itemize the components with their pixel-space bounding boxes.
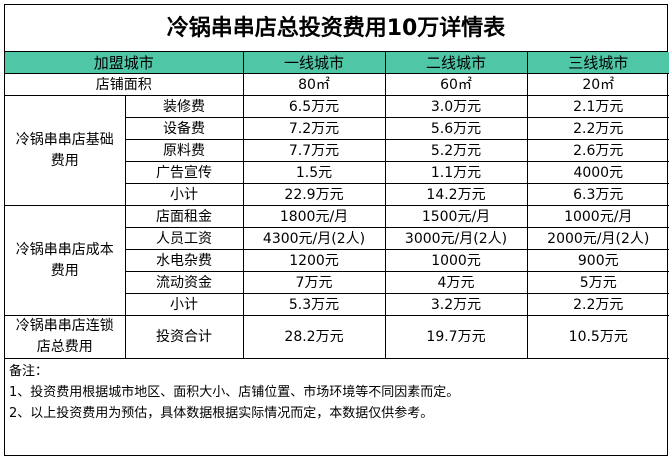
cell-value: 7.2万元 [242,117,386,140]
cell-value: 5万元 [526,271,670,294]
cell-value: 4300元/月(2人) [242,227,386,250]
table-row: 冷锅串串店基础费用 装修费 6.5万元 3.0万元 2.1万元 [5,95,670,206]
cell-value: 1800元/月 [242,205,386,228]
cell-value: 6.3万元 [526,183,670,206]
header-city-label: 加盟城市 [5,52,244,74]
row-label: 小计 [125,293,244,316]
cell-value: 2.1万元 [526,95,670,118]
header-tier1: 一线城市 [242,52,386,74]
row-label: 水电杂费 [125,249,244,272]
cell-value: 80㎡ [242,73,386,96]
cell-value: 4000元 [526,161,670,184]
row-label: 广告宣传 [125,161,244,184]
cell-value: 1.1万元 [384,161,528,184]
cell-value: 3000元/月(2人) [384,227,528,250]
cell-value: 2.6万元 [526,139,670,162]
row-label: 小计 [125,183,244,206]
cell-value: 22.9万元 [242,183,386,206]
investment-table-document: 冷锅串串店总投资费用10万详情表 加盟城市 一线城市 二线城市 三线城市 店铺面… [4,4,670,456]
cell-value: 14.2万元 [384,183,528,206]
table-row: 原料费 7.7万元 5.2万元 2.6万元 [5,139,670,162]
header-tier3: 三线城市 [526,52,670,74]
note-line: 2、以上投资费用为预估，具体数据根据实际情况而定，本数据仅供参考。 [9,406,434,421]
header-row: 加盟城市 一线城市 二线城市 三线城市 [5,52,670,74]
note-line: 1、投资费用根据城市地区、面积大小、店铺位置、市场环境等不同因素而定。 [9,385,460,400]
investment-table: 加盟城市 一线城市 二线城市 三线城市 店铺面积 80㎡ 60㎡ 20㎡ 冷锅串… [5,52,670,359]
table-row: 小计 5.3万元 3.2万元 2.2万元 [5,293,670,316]
header-tier2: 二线城市 [384,52,528,74]
table-row: 广告宣传 1.5元 1.1万元 4000元 [5,161,670,184]
row-label: 店铺面积 [5,73,244,96]
cell-value: 20㎡ [526,73,670,96]
cell-value: 60㎡ [384,73,528,96]
cell-value: 1200元 [242,249,386,272]
row-label: 人员工资 [125,227,244,250]
cell-value: 3.0万元 [384,95,528,118]
table-row: 冷锅串串店成本费用 店面租金 1800元/月 1500元/月 1000元/月 [5,205,670,316]
row-label: 流动资金 [125,271,244,294]
cell-value: 1.5元 [242,161,386,184]
cell-value: 5.6万元 [384,117,528,140]
cell-value: 10.5万元 [526,315,670,359]
table-row: 人员工资 4300元/月(2人) 3000元/月(2人) 2000元/月(2人) [5,227,670,250]
row-label: 原料费 [125,139,244,162]
cell-value: 19.7万元 [384,315,528,359]
cell-value: 5.3万元 [242,293,386,316]
group-label-basic: 冷锅串串店基础费用 [5,95,126,206]
table-row: 流动资金 7万元 4万元 5万元 [5,271,670,294]
cell-value: 2.2万元 [526,293,670,316]
cell-value: 6.5万元 [242,95,386,118]
cell-value: 2.2万元 [526,117,670,140]
table-row: 店铺面积 80㎡ 60㎡ 20㎡ [5,73,670,96]
table-row-total: 冷锅串串店连锁店总费用 投资合计 28.2万元 19.7万元 10.5万元 [5,315,670,359]
cell-value: 1500元/月 [384,205,528,228]
row-label: 装修费 [124,95,244,118]
cell-value: 4万元 [384,271,528,294]
notes-section: 备注： 1、投资费用根据城市地区、面积大小、店铺位置、市场环境等不同因素而定。 … [5,359,667,426]
cell-value: 5.2万元 [384,139,528,162]
table-title: 冷锅串串店总投资费用10万详情表 [5,5,667,52]
cell-value: 3.2万元 [384,293,528,316]
row-label: 投资合计 [124,315,244,359]
cell-value: 900元 [526,249,670,272]
cell-value: 1000元 [384,249,528,272]
cell-value: 7.7万元 [242,139,386,162]
row-label: 设备费 [125,117,244,140]
row-label: 店面租金 [124,205,244,228]
group-label-total: 冷锅串串店连锁店总费用 [5,315,126,359]
cell-value: 2000元/月(2人) [526,227,670,250]
group-label-cost: 冷锅串串店成本费用 [5,205,126,316]
cell-value: 1000元/月 [526,205,670,228]
table-row: 水电杂费 1200元 1000元 900元 [5,249,670,272]
cell-value: 28.2万元 [242,315,386,359]
cell-value: 7万元 [242,271,386,294]
notes-label: 备注： [9,364,49,379]
